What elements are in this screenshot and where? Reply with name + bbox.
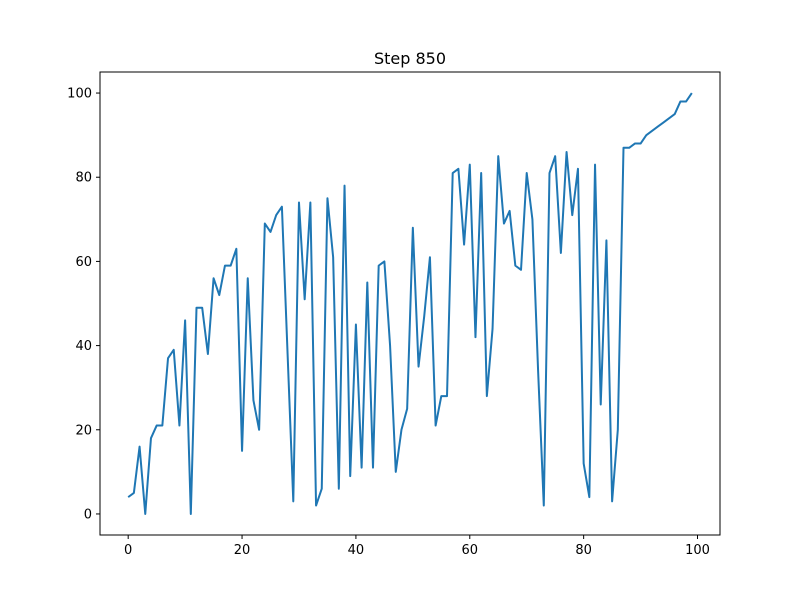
axes-frame <box>99 71 721 536</box>
series-line-0 <box>127 92 693 515</box>
x-tick-label: 40 <box>348 543 365 558</box>
chart-title: Step 850 <box>374 49 446 68</box>
y-axis: 0 20 40 60 80 100 <box>67 87 100 522</box>
y-tick-label: 40 <box>75 339 92 354</box>
y-tick-label: 60 <box>75 255 92 270</box>
x-tick-label: 80 <box>575 543 592 558</box>
x-axis: 0 20 40 60 80 100 <box>124 535 710 558</box>
y-tick-label: 20 <box>75 423 92 438</box>
plot-area <box>127 92 693 515</box>
x-tick-label: 20 <box>234 543 251 558</box>
x-tick-label: 60 <box>462 543 479 558</box>
y-tick-label: 0 <box>84 507 92 522</box>
x-tick-label: 100 <box>685 543 710 558</box>
x-tick-label: 0 <box>124 543 132 558</box>
y-tick-label: 100 <box>67 87 92 102</box>
y-tick-label: 80 <box>75 171 92 186</box>
